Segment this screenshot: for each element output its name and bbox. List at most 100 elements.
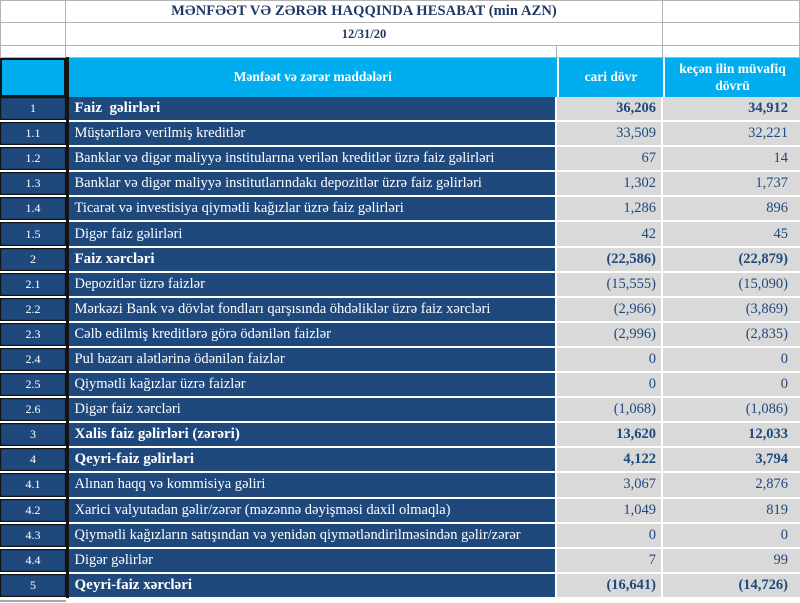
current-period-cell[interactable]: 13,620 [557,423,663,449]
previous-period-cell[interactable]: (2,835) [663,322,800,348]
spacer-cell-d[interactable] [663,46,800,58]
item-label-cell[interactable]: Alınan haqq və kommisiya gəliri [68,473,557,499]
item-label-cell[interactable]: Müştərilərə verilmiş kreditlər [68,122,557,148]
current-period-cell[interactable]: 1,049 [557,498,663,524]
date-row-right-cell[interactable] [663,23,800,46]
row-number-cell[interactable]: 2.3 [0,322,66,348]
item-label-cell[interactable]: Faiz gəlirləri [68,97,557,123]
header-previous-period-cell[interactable]: keçən ilin müvafiq dövrü [663,58,800,97]
previous-period-cell[interactable]: (15,090) [663,272,800,298]
previous-period-cell[interactable]: (3,869) [663,297,800,323]
row-number-cell[interactable]: 3 [0,423,66,449]
current-period-cell[interactable]: 1,302 [557,172,663,198]
current-period-cell[interactable]: 4,122 [557,448,663,474]
current-period-cell[interactable]: (2,966) [557,297,663,323]
item-label-cell[interactable]: Qeyri-faiz gəlirləri [68,448,557,474]
row-number-cell[interactable]: 2.1 [0,272,66,298]
report-header-block: MƏNFƏƏT VƏ ZƏRƏR HAQQINDA HESABAT (min A… [0,0,800,58]
previous-period-cell[interactable]: 1,737 [663,172,800,198]
previous-period-cell[interactable]: 45 [663,222,800,248]
header-items-cell[interactable]: Mənfəət və zərər maddələri [68,58,557,97]
current-period-cell[interactable]: (16,641) [557,573,663,599]
table-row: 2.6 Digər faiz xərcləri (1,068) (1,086) [0,398,800,424]
title-row-left-cell[interactable] [0,1,66,23]
header-items-label: Mənfəət və zərər maddələri [233,69,392,85]
previous-period-cell[interactable]: 0 [663,347,800,374]
spacer-cell-b[interactable] [66,46,557,58]
current-period-cell[interactable]: 33,509 [557,122,663,148]
table-row: 4 Qeyri-faiz gəlirləri 4,122 3,794 [0,448,800,474]
item-label-cell[interactable]: Faiz xərcləri [68,247,557,273]
row-number-cell[interactable]: 1.3 [0,172,66,198]
current-period-cell[interactable]: 42 [557,222,663,248]
previous-period-cell[interactable]: 12,033 [663,423,800,449]
current-period-cell[interactable]: 0 [557,373,663,399]
previous-period-cell[interactable]: 819 [663,498,800,524]
header-current-period-cell[interactable]: cari dövr [557,58,663,97]
row-number-cell[interactable]: 2.5 [0,373,66,399]
item-label-cell[interactable]: Depozitlər üzrə faizlər [68,272,557,298]
header-corner-cell[interactable] [0,58,66,97]
row-number-cell[interactable]: 4.1 [0,473,66,499]
previous-period-cell[interactable]: 14 [663,147,800,173]
current-period-cell[interactable]: 36,206 [557,97,663,123]
row-number-cell[interactable]: 1.5 [0,222,66,248]
row-number-cell[interactable]: 2.4 [0,347,66,374]
row-number-cell[interactable]: 4 [0,448,66,474]
title-row-right-cell[interactable] [663,1,800,23]
previous-period-cell[interactable]: 32,221 [663,122,800,148]
item-label-cell[interactable]: Xarici valyutadan gəlir/zərər (məzənnə d… [68,498,557,524]
row-number-cell[interactable]: 1 [0,97,66,123]
item-label-cell[interactable]: Banklar və digər maliyyə institularına v… [68,147,557,173]
item-label-cell[interactable]: Banklar və digər maliyyə institutlarında… [68,172,557,198]
row-number-cell[interactable]: 5 [0,573,66,599]
table-row: 5 Qeyri-faiz xərcləri (16,641) (14,726) [0,573,800,599]
previous-period-cell[interactable]: 0 [663,523,800,549]
item-label-cell[interactable]: Qiymətli kağızların satışından və yenidə… [68,523,557,549]
report-date-cell[interactable]: 12/31/20 [66,23,663,46]
item-label-cell[interactable]: Qeyri-faiz xərcləri [68,573,557,599]
previous-period-cell[interactable]: (22,879) [663,247,800,273]
previous-period-cell[interactable]: 0 [663,373,800,399]
row-number-cell[interactable]: 2.2 [0,297,66,323]
report-title-cell[interactable]: MƏNFƏƏT VƏ ZƏRƏR HAQQINDA HESABAT (min A… [66,1,663,23]
item-label-cell[interactable]: Digər faiz xərcləri [68,398,557,424]
current-period-cell[interactable]: 0 [557,523,663,549]
row-number-cell[interactable]: 4.3 [0,523,66,549]
item-label-cell[interactable]: Pul bazarı alətlərinə ödənilən faizlər [68,347,557,374]
previous-period-cell[interactable]: 896 [663,197,800,223]
row-number-cell[interactable]: 2 [0,247,66,273]
previous-period-cell[interactable]: 3,794 [663,448,800,474]
previous-period-cell[interactable]: 99 [663,548,800,574]
row-number-cell[interactable]: 1.1 [0,122,66,148]
item-label-cell[interactable]: Digər gəlirlər [68,548,557,574]
current-period-cell[interactable]: 1,286 [557,197,663,223]
row-number-cell[interactable]: 4.4 [0,548,66,574]
current-period-cell[interactable]: 0 [557,347,663,374]
current-period-cell[interactable]: 67 [557,147,663,173]
row-number-cell[interactable]: 1.4 [0,197,66,223]
item-label-cell[interactable]: Ticarət və investisiya qiymətli kağızlar… [68,197,557,223]
current-period-cell[interactable]: (1,068) [557,398,663,424]
current-period-cell[interactable]: 3,067 [557,473,663,499]
row-number-cell[interactable]: 4.2 [0,498,66,524]
previous-period-cell[interactable]: (1,086) [663,398,800,424]
item-label-cell[interactable]: Digər faiz gəlirləri [68,222,557,248]
current-period-cell[interactable]: (15,555) [557,272,663,298]
row-number-cell[interactable]: 2.6 [0,398,66,424]
previous-period-cell[interactable]: 34,912 [663,97,800,123]
row-number-cell[interactable]: 1.2 [0,147,66,173]
current-period-cell[interactable]: 7 [557,548,663,574]
spacer-cell-a[interactable] [0,46,66,58]
item-label-cell[interactable]: Cəlb edilmiş kreditlərə görə ödənilən fa… [68,322,557,348]
item-label-cell[interactable]: Qiymətli kağızlar üzrə faizlər [68,373,557,399]
spacer-cell-c[interactable] [557,46,663,58]
previous-period-cell[interactable]: (14,726) [663,573,800,599]
current-period-cell[interactable]: (22,586) [557,247,663,273]
current-period-cell[interactable]: (2,996) [557,322,663,348]
date-row-left-cell[interactable] [0,23,66,46]
item-label-cell[interactable]: Mərkəzi Bank və dövlət fondları qarşısın… [68,297,557,323]
previous-period-cell[interactable]: 2,876 [663,473,800,499]
item-label-cell[interactable]: Xalis faiz gəlirləri (zərəri) [68,423,557,449]
